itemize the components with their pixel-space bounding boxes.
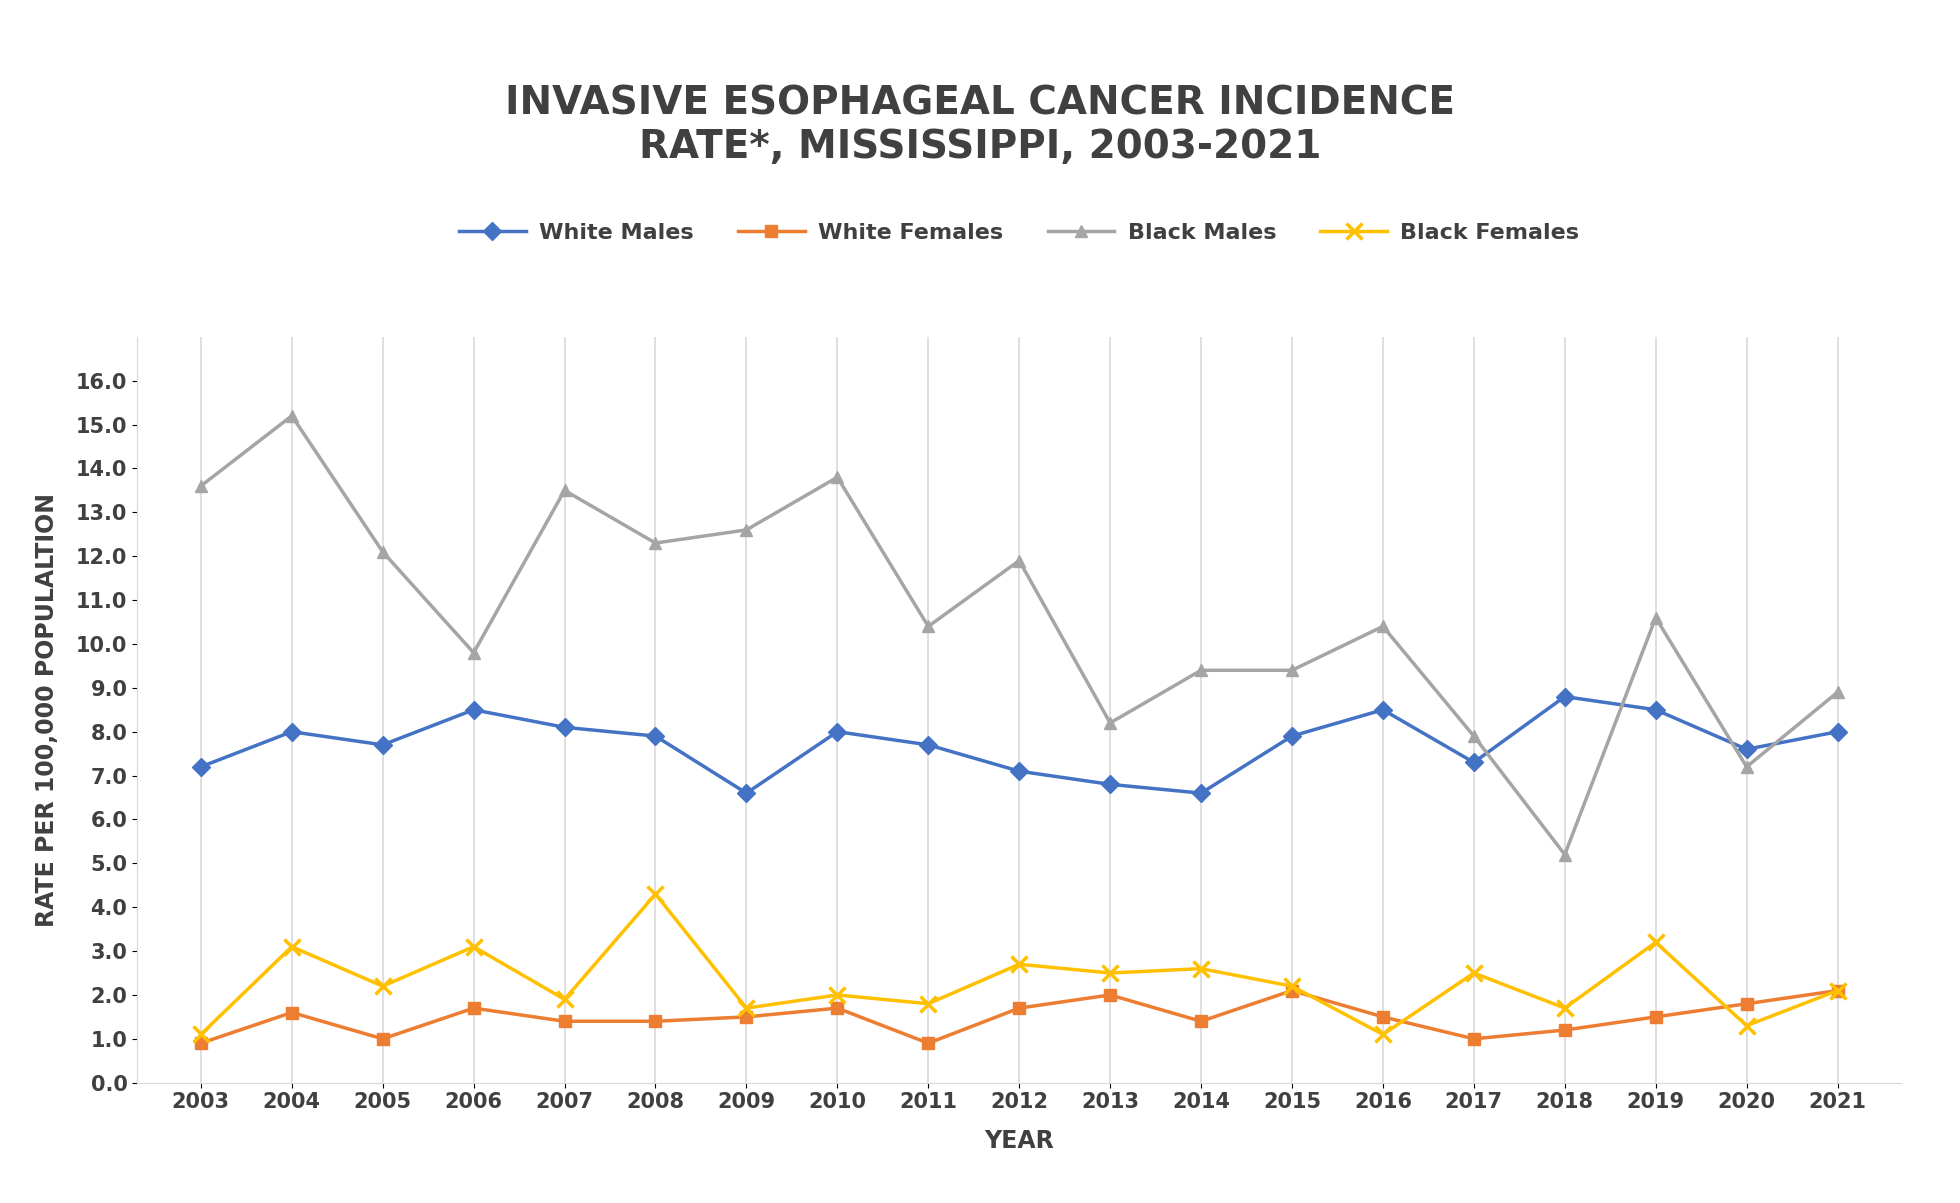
White Males <box>1462 755 1486 770</box>
Black Males <box>553 484 576 498</box>
Black Males <box>1098 716 1121 730</box>
Black Males <box>280 409 304 423</box>
White Males <box>1098 777 1121 792</box>
Black Males <box>1280 663 1303 677</box>
Black Females <box>825 988 849 1002</box>
White Males <box>1735 742 1758 757</box>
White Males <box>553 721 576 735</box>
Black Females <box>735 1001 759 1015</box>
Black Males <box>1827 685 1850 699</box>
Black Females <box>463 940 486 954</box>
Black Females <box>553 992 576 1007</box>
Black Females <box>280 940 304 954</box>
White Females <box>1735 996 1758 1011</box>
White Females <box>280 1006 304 1020</box>
Black Males <box>1552 847 1576 861</box>
White Males <box>370 737 394 752</box>
Black Females <box>917 996 941 1011</box>
White Males <box>1280 729 1303 743</box>
White Females <box>643 1014 666 1029</box>
White Males <box>188 759 212 774</box>
White Females <box>1280 983 1303 997</box>
Black Males <box>735 522 759 537</box>
White Females <box>917 1036 941 1050</box>
Black Females <box>1280 979 1303 994</box>
White Females <box>1644 1009 1668 1024</box>
White Males <box>917 737 941 752</box>
Text: INVASIVE ESOPHAGEAL CANCER INCIDENCE
RATE*, MISSISSIPPI, 2003-2021: INVASIVE ESOPHAGEAL CANCER INCIDENCE RAT… <box>506 84 1454 166</box>
Black Males <box>1462 729 1486 743</box>
Black Females <box>1462 966 1486 980</box>
White Females <box>1098 988 1121 1002</box>
Black Females <box>370 979 394 994</box>
Black Males <box>188 479 212 493</box>
White Females <box>188 1036 212 1050</box>
Black Males <box>463 646 486 660</box>
Black Females <box>1827 983 1850 997</box>
White Males <box>735 786 759 800</box>
White Females <box>553 1014 576 1029</box>
White Females <box>370 1032 394 1047</box>
Black Males <box>825 470 849 485</box>
Line: White Females: White Females <box>194 984 1844 1049</box>
Black Males <box>917 620 941 634</box>
Black Males <box>370 545 394 559</box>
Y-axis label: RATE PER 100,000 POPULALTION: RATE PER 100,000 POPULALTION <box>35 493 59 926</box>
White Females <box>735 1009 759 1024</box>
Black Males <box>1190 663 1213 677</box>
White Females <box>463 1001 486 1015</box>
White Females <box>1827 983 1850 997</box>
Black Males <box>1644 610 1668 624</box>
Black Females <box>1644 935 1668 949</box>
Black Females <box>643 887 666 901</box>
White Males <box>1190 786 1213 800</box>
White Males <box>1007 764 1031 778</box>
White Females <box>1007 1001 1031 1015</box>
White Males <box>1372 703 1396 717</box>
White Females <box>1190 1014 1213 1029</box>
White Males <box>463 703 486 717</box>
Black Females <box>1098 966 1121 980</box>
Line: Black Females: Black Females <box>192 885 1846 1043</box>
Legend: White Males, White Females, Black Males, Black Females: White Males, White Females, Black Males,… <box>451 214 1588 251</box>
Black Females <box>188 1027 212 1042</box>
Black Females <box>1007 958 1031 972</box>
Black Males <box>643 535 666 550</box>
Black Females <box>1552 1001 1576 1015</box>
White Females <box>1552 1023 1576 1037</box>
White Males <box>825 724 849 739</box>
Black Females <box>1190 961 1213 976</box>
Black Males <box>1007 553 1031 568</box>
Line: Black Males: Black Males <box>194 409 1844 861</box>
Line: White Males: White Males <box>194 691 1844 799</box>
Black Males <box>1372 620 1396 634</box>
White Males <box>1827 724 1850 739</box>
White Females <box>1462 1032 1486 1047</box>
Black Females <box>1735 1019 1758 1033</box>
White Females <box>1372 1009 1396 1024</box>
White Males <box>280 724 304 739</box>
White Males <box>1644 703 1668 717</box>
White Males <box>643 729 666 743</box>
White Males <box>1552 689 1576 704</box>
X-axis label: YEAR: YEAR <box>984 1130 1054 1154</box>
White Females <box>825 1001 849 1015</box>
Black Females <box>1372 1027 1396 1042</box>
Black Males <box>1735 759 1758 774</box>
